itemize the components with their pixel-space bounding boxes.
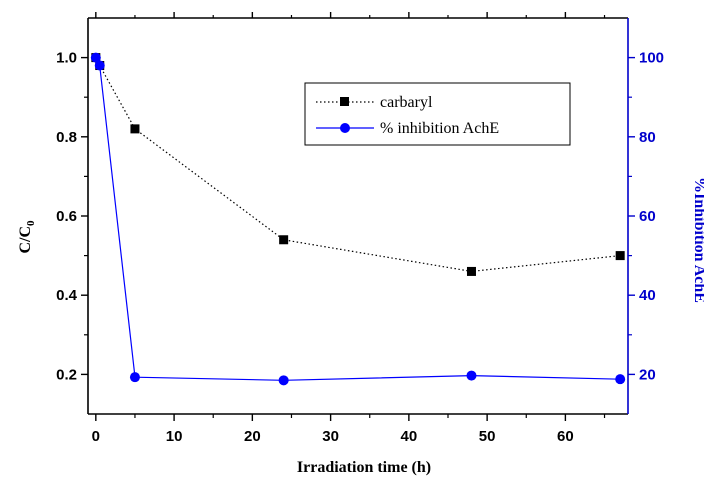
- y-right-tick-label: 40: [639, 287, 656, 304]
- carbaryl-point: [279, 235, 289, 245]
- y-axis-left-title-main: C/C: [17, 226, 34, 254]
- inhibition-point: [278, 375, 289, 386]
- legend-carbaryl-marker: [340, 97, 349, 106]
- legend-inhibition-marker: [340, 123, 350, 133]
- y-left-tick-label: 0.2: [56, 366, 77, 383]
- legend-box: [304, 82, 571, 146]
- y-left-tick-label: 1.0: [56, 50, 77, 67]
- legend-carbaryl-label: carbaryl: [380, 94, 433, 111]
- legend: carbaryl % inhibition AchE: [304, 82, 571, 146]
- x-tick-label: 10: [166, 428, 183, 445]
- x-tick-label: 0: [92, 428, 100, 445]
- y-right-tick-label: 20: [639, 366, 656, 383]
- y-left-tick-label: 0.8: [56, 129, 77, 146]
- y-right-tick-label: 100: [639, 50, 664, 67]
- y-axis-left-title-sub: 0: [25, 220, 37, 226]
- y-axis-right-title: %Inhibition AchE: [691, 177, 704, 303]
- y-right-tick-label: 80: [639, 129, 656, 146]
- y-axis-left-title: C/C0: [17, 220, 37, 254]
- x-tick-label: 40: [401, 428, 418, 445]
- x-tick-label: 60: [557, 428, 574, 445]
- x-axis-title: Irradiation time (h): [297, 459, 431, 476]
- carbaryl-point: [130, 124, 140, 134]
- inhibition-point: [90, 52, 101, 63]
- y-right-tick-label: 60: [639, 208, 656, 225]
- inhibition-point: [129, 372, 140, 383]
- y-left-tick-label: 0.4: [56, 287, 78, 304]
- inhibition-point: [466, 370, 477, 381]
- x-tick-label: 20: [244, 428, 261, 445]
- inhibition-point: [615, 374, 626, 385]
- carbaryl-point: [615, 251, 625, 261]
- legend-inhibition-label: % inhibition AchE: [380, 120, 499, 137]
- x-tick-label: 50: [479, 428, 496, 445]
- y-left-tick-label: 0.6: [56, 208, 77, 225]
- x-tick-label: 30: [322, 428, 339, 445]
- inhibition-point: [94, 60, 105, 71]
- carbaryl-point: [466, 266, 476, 276]
